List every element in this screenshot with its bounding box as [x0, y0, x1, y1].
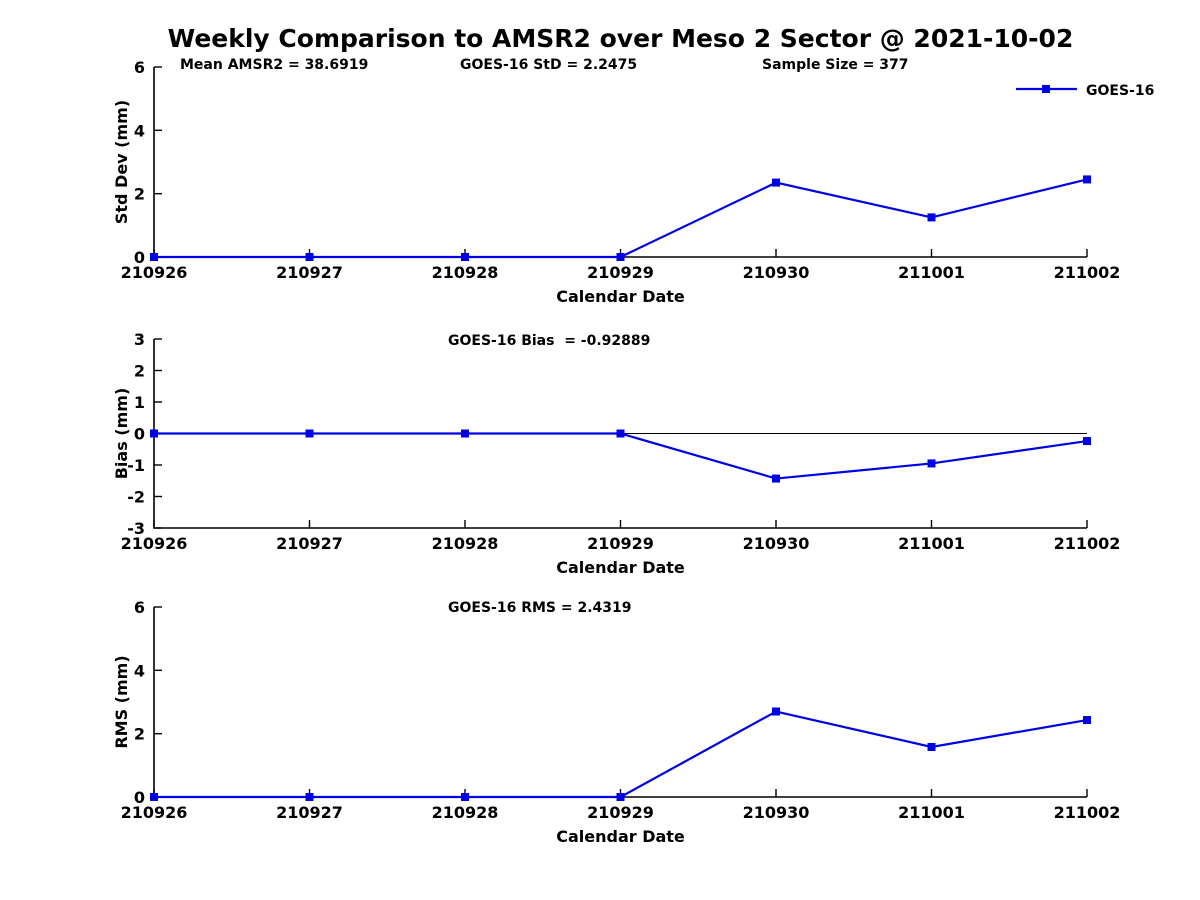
x-tick-label: 210930 [743, 263, 810, 282]
y-axis-label: Std Dev (mm) [112, 100, 131, 224]
data-marker [305, 793, 314, 801]
data-marker [461, 793, 469, 801]
axis-frame [153, 607, 1087, 798]
y-tick-label: 0 [134, 425, 145, 444]
subplot-1: -3 -2 -1 0 1 2 3 210926 210927 210928 210929 210930… [112, 330, 1120, 577]
x-tick-label: 210927 [276, 803, 343, 822]
y-tick-label: 6 [134, 598, 145, 617]
x-tick-label: 210930 [743, 534, 810, 553]
data-marker [305, 253, 314, 261]
y-tick-label: 4 [134, 661, 145, 680]
x-tick-label: 211002 [1054, 534, 1121, 553]
x-tick-label: 210928 [432, 263, 499, 282]
data-marker [150, 253, 158, 261]
x-tick-label: 211001 [898, 263, 965, 282]
y-tick-label: -2 [127, 488, 145, 507]
y-axis-label: Bias (mm) [112, 388, 131, 480]
y-tick-label: 1 [134, 393, 145, 412]
x-tick-label: 210926 [121, 534, 188, 553]
data-marker [1083, 175, 1091, 184]
x-axis-label: Calendar Date [556, 287, 685, 306]
data-marker [616, 793, 625, 801]
data-marker [150, 793, 158, 801]
y-tick-label: 2 [134, 362, 145, 381]
data-marker [927, 742, 936, 751]
data-marker [461, 429, 469, 438]
x-tick-label: 211002 [1054, 263, 1121, 282]
y-tick-label: 0 [134, 248, 145, 267]
legend: GOES-16 [1016, 83, 1154, 99]
y-tick-label: 3 [134, 330, 145, 349]
annotation: GOES-16 RMS = 2.4319 [448, 600, 632, 616]
data-marker [1083, 716, 1091, 725]
x-tick-label: 210928 [432, 803, 499, 822]
x-axis-label: Calendar Date [556, 558, 685, 577]
x-tick-label: 210928 [432, 534, 499, 553]
x-tick-label: 210929 [587, 263, 654, 282]
y-tick-label: -3 [127, 519, 145, 538]
legend-marker [1042, 85, 1050, 93]
data-marker [927, 459, 936, 468]
data-marker [461, 253, 469, 261]
data-marker [927, 213, 936, 222]
axis-frame [153, 67, 1087, 258]
data-marker [772, 178, 780, 187]
data-marker [772, 707, 780, 716]
y-tick-label: -1 [127, 456, 145, 475]
x-tick-label: 210930 [743, 803, 810, 822]
x-tick-label: 211001 [898, 803, 965, 822]
y-tick-label: 4 [134, 121, 145, 140]
y-axis-label: RMS (mm) [112, 655, 131, 748]
data-line-goes-16 [154, 710, 1088, 799]
data-marker [616, 253, 625, 261]
subplot-0: 0 2 4 6 210926 210927 210928 210929 210930 211001… [112, 57, 1154, 306]
annotation: GOES-16 StD = 2.2475 [460, 57, 637, 73]
data-line-goes-16 [154, 178, 1088, 259]
x-tick-label: 210927 [276, 263, 343, 282]
y-tick-label: 2 [134, 725, 145, 744]
data-marker [616, 429, 625, 438]
x-tick-label: 210927 [276, 534, 343, 553]
annotation: GOES-16 Bias = -0.92889 [448, 333, 650, 349]
subplot-2: 0 2 4 6 210926 210927 210928 210929 210930 211001… [112, 598, 1120, 846]
x-tick-label: 210929 [587, 534, 654, 553]
legend-label: GOES-16 [1086, 83, 1154, 99]
y-tick-label: 0 [134, 788, 145, 807]
data-line-goes-16 [154, 432, 1088, 480]
x-tick-label: 210929 [587, 803, 654, 822]
x-tick-label: 210926 [121, 263, 188, 282]
data-marker [772, 474, 780, 483]
annotation: Sample Size = 377 [762, 57, 909, 73]
data-marker [305, 429, 314, 438]
chart-title: Weekly Comparison to AMSR2 over Meso 2 S… [167, 24, 1074, 53]
data-marker [150, 429, 158, 438]
y-tick-label: 2 [134, 185, 145, 204]
x-axis-label: Calendar Date [556, 827, 685, 846]
y-tick-label: 6 [134, 58, 145, 77]
data-marker [1083, 437, 1091, 446]
annotation: Mean AMSR2 = 38.6919 [180, 57, 368, 73]
x-tick-label: 210926 [121, 803, 188, 822]
x-tick-label: 211001 [898, 534, 965, 553]
x-tick-label: 211002 [1054, 803, 1121, 822]
